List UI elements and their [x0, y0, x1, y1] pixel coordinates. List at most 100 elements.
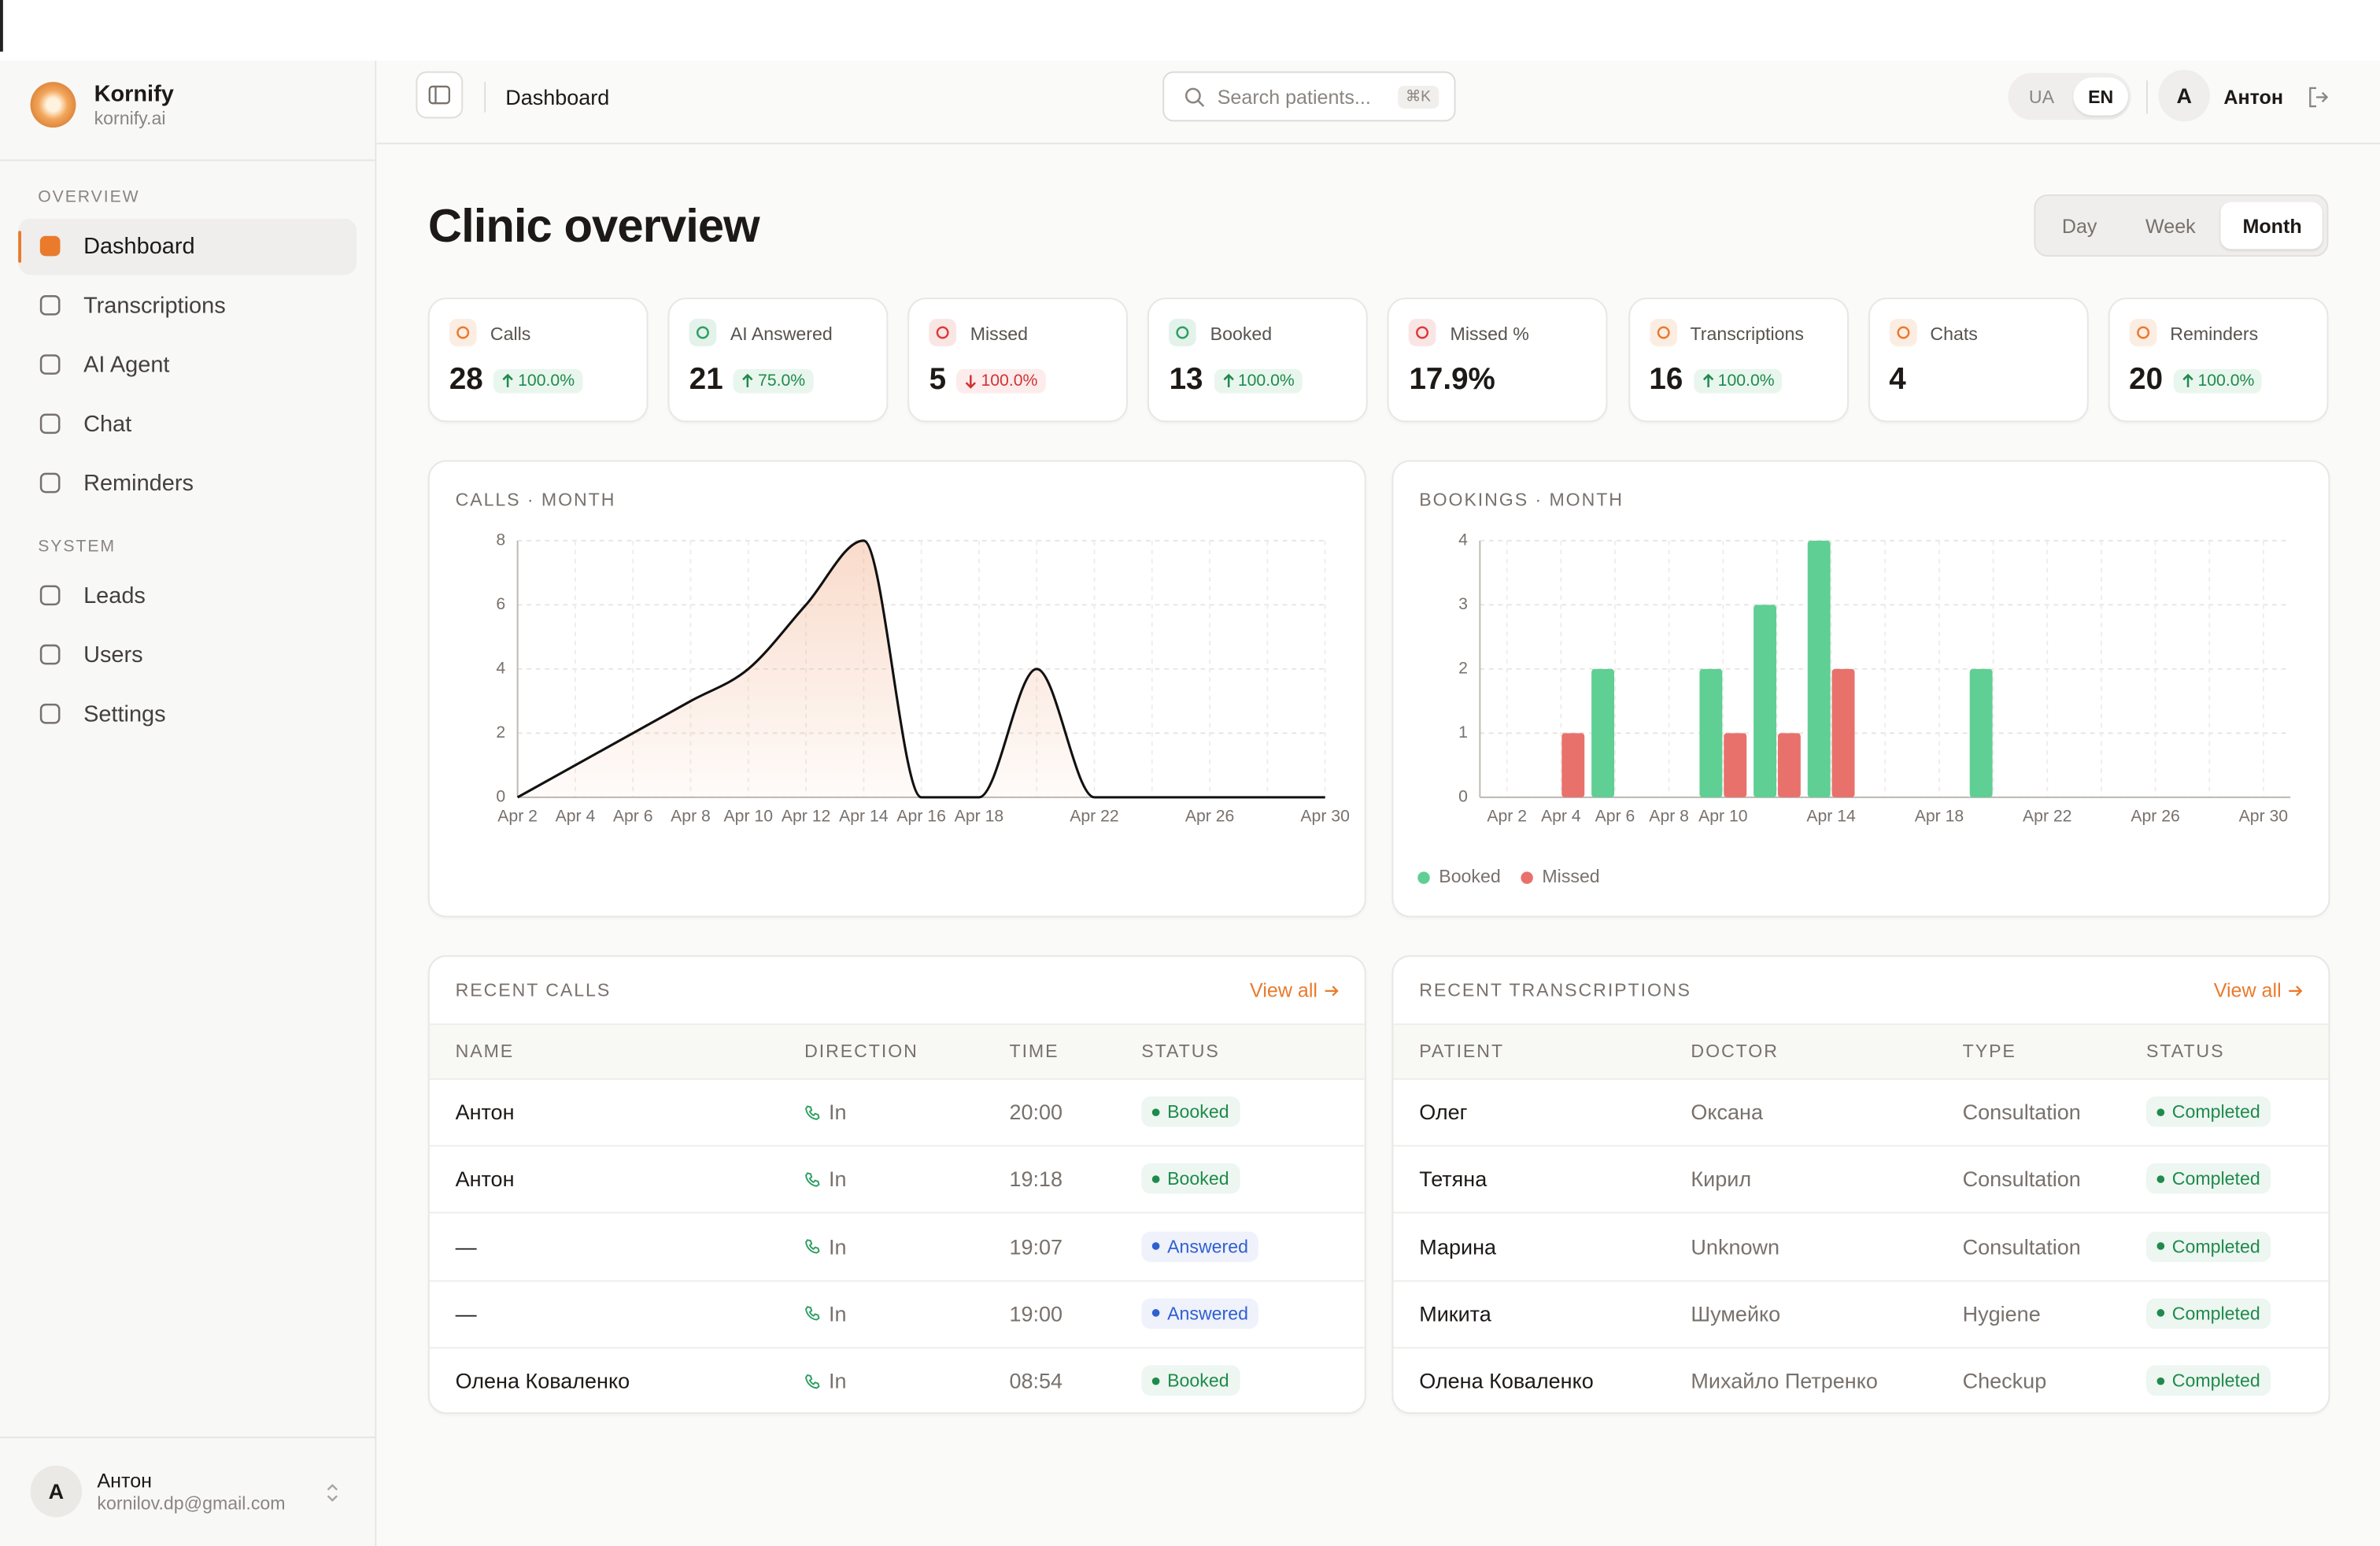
stat-card: Booked 13 100.0%	[1148, 298, 1369, 423]
arrow-icon	[1325, 985, 1339, 996]
header-user-name: Антон	[2223, 86, 2284, 109]
icon-shape	[805, 1374, 820, 1389]
nav-item[interactable]: Reminders	[18, 455, 357, 511]
stat-label: Calls	[490, 323, 531, 345]
stat-icon	[1409, 319, 1437, 346]
icon-shape	[1176, 326, 1189, 339]
nav-section-title: OVERVIEW	[38, 188, 140, 207]
nav-item[interactable]: AI Agent	[18, 336, 357, 392]
language-option[interactable]: UA	[2028, 86, 2055, 108]
stat-icon	[2129, 319, 2156, 346]
nav-item[interactable]: Users	[18, 627, 357, 682]
stat-icon-glyph	[1416, 326, 1429, 339]
view-all-link[interactable]: View all	[1250, 978, 1339, 1001]
table-cell: In	[804, 1099, 847, 1124]
search-box[interactable]: Search patients... ⌘K	[1162, 71, 1456, 122]
column-header: PATIENT	[1419, 1040, 1505, 1062]
status-badge: Completed	[2145, 1230, 2271, 1262]
table-cell: 08:54	[1009, 1369, 1062, 1393]
stat-value: 16	[1649, 363, 1683, 397]
nav-item[interactable]: Leads	[18, 568, 357, 623]
stat-card: Chats 4	[1868, 298, 2088, 423]
nav-item[interactable]: Transcriptions	[18, 277, 357, 333]
status-badge: Booked	[1141, 1365, 1240, 1396]
view-all-link[interactable]: View all	[2214, 978, 2303, 1001]
table-cell: Олена Коваленко	[1419, 1369, 1594, 1393]
nav-label: Settings	[83, 701, 166, 727]
table-row: — In 19:00 Answered	[429, 1280, 1365, 1348]
stat-value: 13	[1169, 363, 1203, 397]
user-menu-chevron[interactable]	[323, 1481, 342, 1505]
cell-text: Олег	[1419, 1099, 1468, 1124]
stat-change: 75.0%	[734, 368, 813, 393]
change-text: 100.0%	[981, 371, 1038, 390]
language-option[interactable]: EN	[2088, 86, 2114, 108]
nav-item[interactable]: Dashboard	[18, 217, 357, 275]
icon-shape	[1656, 326, 1669, 339]
status-badge: Completed	[2145, 1298, 2271, 1329]
search-placeholder: Search patients...	[1217, 86, 1371, 109]
status-text: Answered	[1167, 1235, 1249, 1257]
cell-text: Consultation	[1962, 1099, 2081, 1124]
arrow-shape	[1702, 372, 1713, 386]
table-cell: Consultation	[1963, 1100, 2081, 1124]
cell-text: In	[828, 1099, 847, 1124]
sidebar-toggle[interactable]	[416, 71, 464, 119]
status-badge: Completed	[2145, 1096, 2271, 1127]
table-cell: Олег	[1419, 1100, 1467, 1124]
nav-icon	[39, 354, 61, 375]
icon-shape	[697, 326, 710, 339]
stat-icon-glyph	[697, 326, 710, 339]
status-badge: Answered	[1141, 1230, 1259, 1262]
cell-text: Consultation	[1962, 1167, 2081, 1192]
period-option[interactable]: Week	[2145, 214, 2196, 238]
stat-card: Transcriptions 16 100.0%	[1628, 298, 1849, 423]
stat-change: 100.0%	[493, 368, 582, 393]
table-cell: —	[456, 1301, 477, 1326]
status-dot	[1151, 1174, 1160, 1183]
period-option[interactable]: Day	[2061, 214, 2097, 238]
icon-shape	[2136, 326, 2149, 339]
logout-icon[interactable]	[2305, 85, 2330, 109]
cell-text: In	[828, 1167, 847, 1192]
status-badge: Booked	[1141, 1096, 1240, 1127]
table-cell: Booked	[1141, 1365, 1240, 1396]
status-dot	[1151, 1309, 1160, 1318]
nav-icon	[39, 644, 61, 665]
icon-shape	[39, 703, 61, 724]
nav-item[interactable]: Chat	[18, 396, 357, 452]
table-cell: Completed	[2145, 1298, 2271, 1329]
trend-arrow	[1702, 372, 1713, 386]
period-active	[2220, 202, 2323, 250]
table-header: PATIENT DOCTOR TYPE STATUS	[1393, 1023, 2329, 1080]
period-option[interactable]: Month	[2242, 214, 2302, 238]
cell-text: Марина	[1419, 1233, 1497, 1259]
cell-text: Checkup	[1962, 1368, 2047, 1393]
column-header: TIME	[1009, 1040, 1059, 1062]
cell-text: Hygiene	[1962, 1301, 2041, 1326]
divider	[2145, 80, 2148, 114]
table-cell: In	[804, 1234, 847, 1259]
icon-shape	[805, 1306, 820, 1322]
cell-text: Unknown	[1691, 1233, 1780, 1259]
change-text: 100.0%	[518, 371, 575, 390]
nav-item[interactable]: Settings	[18, 686, 357, 742]
icon-shape	[39, 235, 61, 257]
column-header: DIRECTION	[804, 1040, 918, 1062]
nav-icon	[39, 585, 61, 606]
stat-card: AI Answered 21 75.0%	[667, 298, 889, 423]
status-dot	[1151, 1242, 1160, 1250]
brand-name: Kornify	[94, 81, 174, 108]
table-row: Тетяна Кирил Consultation Completed	[1393, 1145, 2329, 1215]
cell-text: Олена Коваленко	[1419, 1368, 1594, 1393]
user-avatar[interactable]: A	[30, 1465, 83, 1518]
table-cell: Completed	[2145, 1365, 2271, 1396]
cell-text: Олена Коваленко	[455, 1368, 630, 1393]
status-dot	[2156, 1309, 2165, 1318]
header-avatar[interactable]: A	[2158, 69, 2210, 122]
nav-label: AI Agent	[83, 351, 170, 378]
stat-icon	[689, 319, 717, 346]
recent-transcriptions-card: RECENT TRANSCRIPTIONS View all PATIENT DO…	[1391, 955, 2330, 1415]
table-cell: 20:00	[1009, 1100, 1062, 1124]
